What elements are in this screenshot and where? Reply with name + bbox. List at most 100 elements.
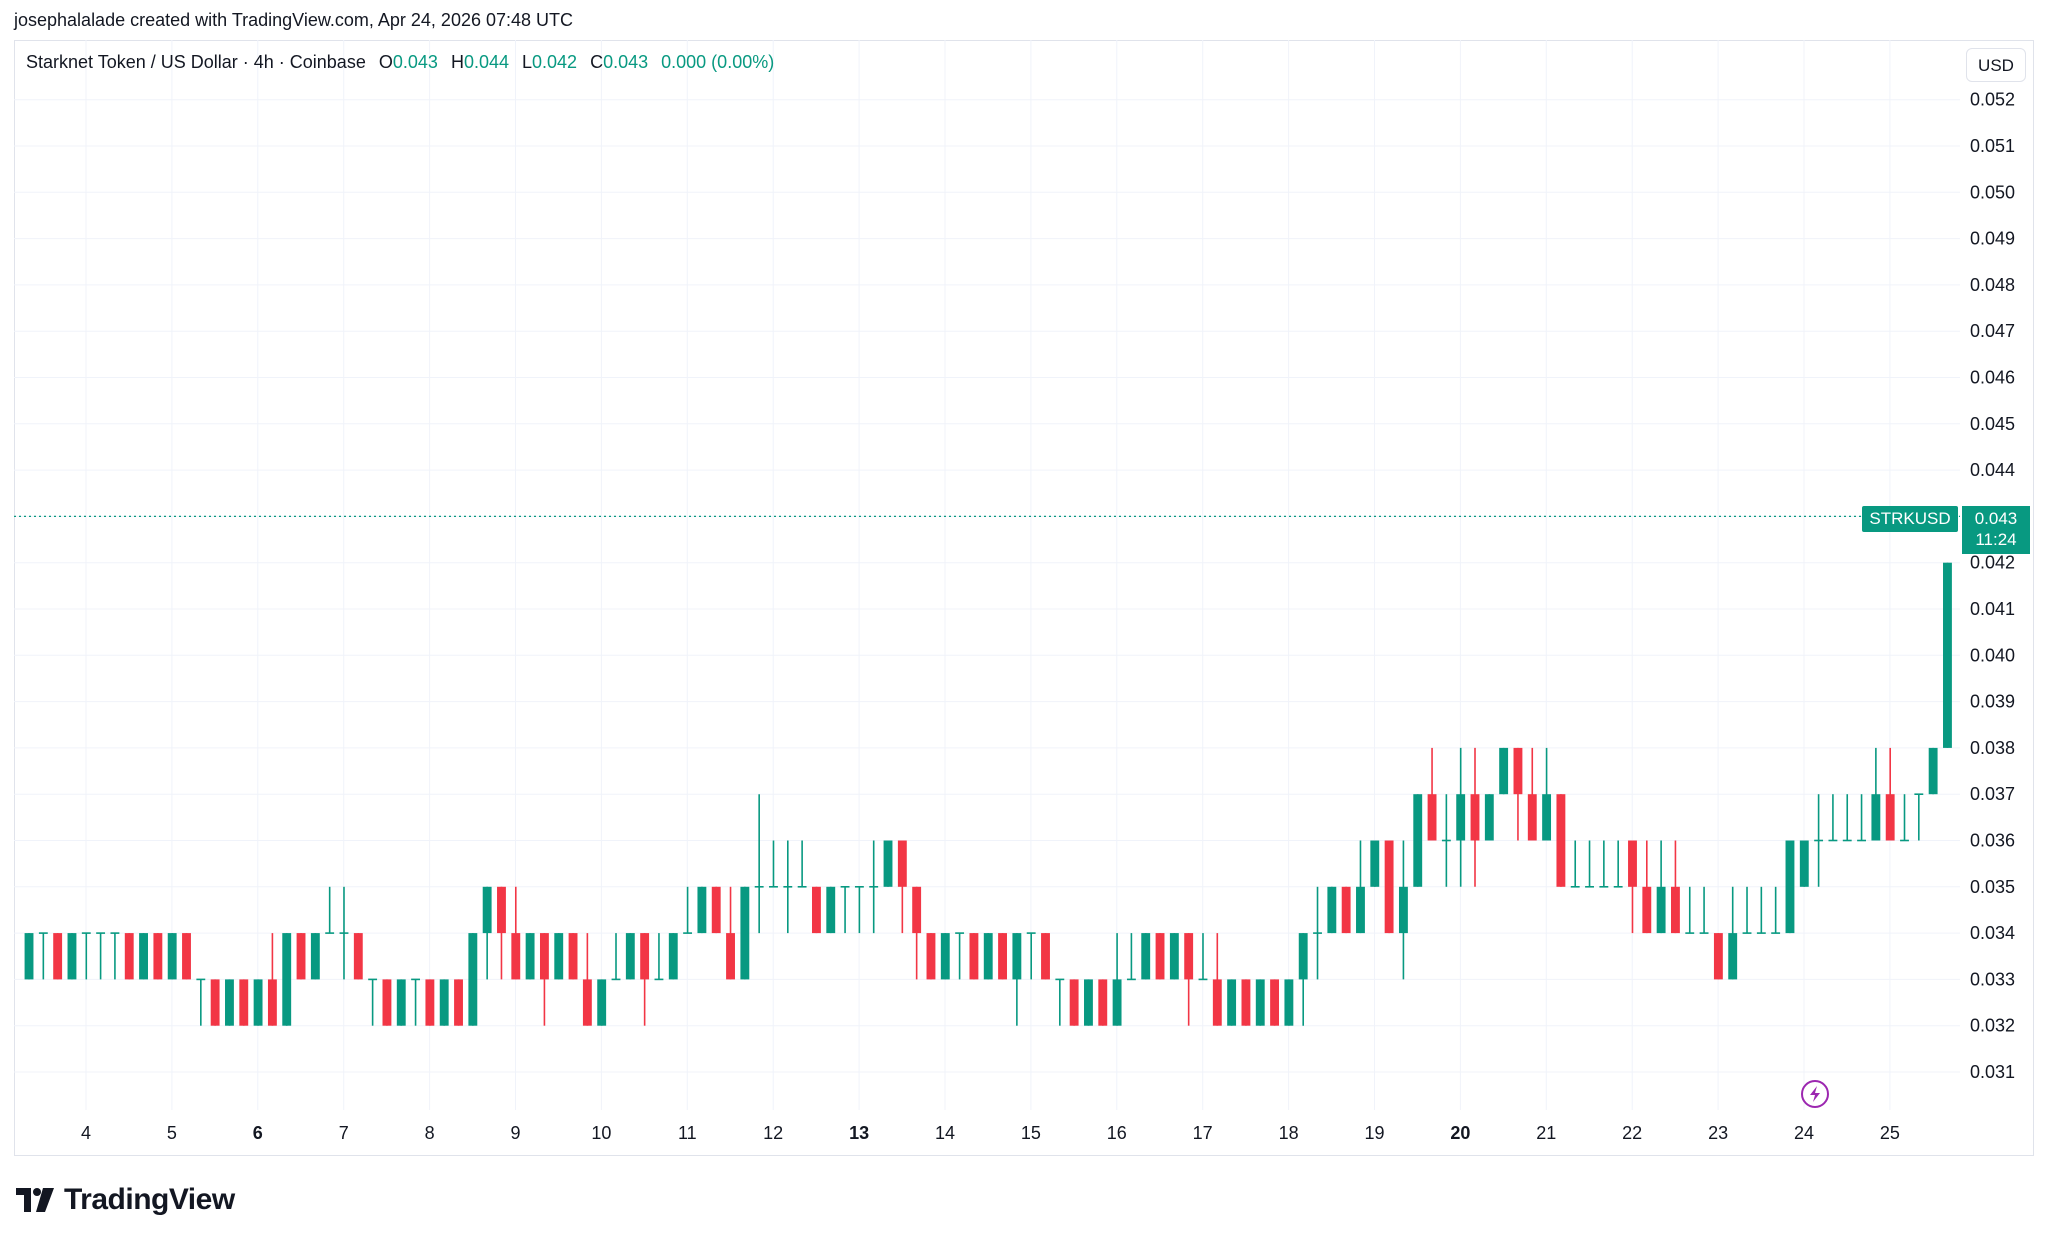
candle-body <box>940 933 950 980</box>
y-tick-label: 0.035 <box>1970 877 2015 897</box>
x-axis: 4 5 6 7 8 9 10 11 12 13 14 15 16 17 18 19 20 21 22 23 24 25 <box>81 1123 1900 1143</box>
candle-body <box>969 933 979 980</box>
candle-body <box>740 886 750 980</box>
candle-body <box>24 933 34 980</box>
candle-body <box>67 933 77 980</box>
candle-body <box>1943 562 1952 748</box>
candle-body <box>554 933 564 980</box>
candle-body <box>1141 933 1151 980</box>
x-tick-label: 21 <box>1536 1123 1556 1143</box>
candle-body <box>310 933 320 980</box>
candle-body <box>1556 794 1566 887</box>
candle-body <box>1413 794 1423 887</box>
candle-body <box>697 886 707 934</box>
candle-body <box>1241 979 1251 1026</box>
candle-body <box>1227 979 1237 1026</box>
y-tick-label: 0.031 <box>1970 1062 2015 1082</box>
candle-body <box>826 886 836 934</box>
candle-body <box>883 840 893 887</box>
legend-symbol[interactable]: Starknet Token / US Dollar · 4h · Coinba… <box>26 52 366 72</box>
y-tick-label: 0.042 <box>1970 553 2015 573</box>
legend-change-value: 0.000 (0.00%) <box>661 52 775 72</box>
candle-body <box>1456 794 1466 841</box>
candle-body <box>139 933 148 980</box>
x-tick-label: 16 <box>1107 1123 1127 1143</box>
candle-body <box>1169 933 1179 980</box>
y-tick-label: 0.051 <box>1970 136 2015 156</box>
x-tick-label: 10 <box>591 1123 611 1143</box>
candle-body <box>1155 933 1165 980</box>
y-tick-label: 0.048 <box>1970 275 2015 295</box>
candle-body <box>1384 840 1394 934</box>
candle-body <box>726 933 735 980</box>
candle-body <box>225 979 234 1026</box>
candle-body <box>468 933 478 1026</box>
y-tick-label: 0.038 <box>1970 738 2015 758</box>
candle-body <box>1341 886 1351 934</box>
y-tick-label: 0.040 <box>1970 645 2015 665</box>
legend-close-value: 0.043 <box>603 52 649 72</box>
x-tick-label: 11 <box>678 1123 697 1143</box>
x-tick-label: 19 <box>1364 1123 1384 1143</box>
candle-body <box>124 933 134 980</box>
candle-body <box>182 933 191 980</box>
legend-low-value: 0.042 <box>532 52 578 72</box>
candle-body <box>1398 886 1408 934</box>
candle-body <box>497 886 506 934</box>
y-tick-label: 0.039 <box>1970 692 2015 712</box>
candle-body <box>1112 979 1122 1026</box>
candle-body <box>210 979 220 1026</box>
chart-panel[interactable] <box>14 40 2034 1156</box>
candle-body <box>597 979 607 1026</box>
x-tick-label: 8 <box>425 1123 435 1143</box>
candle-body <box>239 979 249 1026</box>
candle-body <box>1356 886 1365 934</box>
y-tick-label: 0.033 <box>1970 969 2015 989</box>
y-tick-label: 0.044 <box>1970 460 2015 480</box>
candle-body <box>282 933 292 1026</box>
chart-credit: josephalalade created with TradingView.c… <box>14 10 574 30</box>
x-tick-label: 12 <box>763 1123 783 1143</box>
candle-body <box>1499 747 1509 795</box>
x-tick-label: 13 <box>849 1123 869 1143</box>
candle-body <box>1255 979 1265 1026</box>
legend-high-value: 0.044 <box>463 52 509 72</box>
x-tick-label: 17 <box>1193 1123 1213 1143</box>
candle-body <box>1041 933 1050 980</box>
legend-low-label: L <box>522 52 533 72</box>
y-tick-label: 0.052 <box>1970 90 2015 110</box>
candle-body <box>912 886 922 934</box>
candle-body <box>1427 794 1437 841</box>
candle-body <box>1484 794 1494 841</box>
candle-body <box>382 979 392 1026</box>
candle-body <box>439 979 449 1026</box>
candle-body <box>1012 933 1022 980</box>
candle-body <box>353 933 363 980</box>
candle-body <box>482 886 492 934</box>
x-tick-label: 5 <box>167 1123 177 1143</box>
candle-body <box>568 933 578 980</box>
tradingview-logo[interactable]: TradingView <box>16 1182 235 1218</box>
currency-button[interactable]: USD <box>1966 48 2026 82</box>
legend-high-label: H <box>450 52 464 72</box>
x-tick-label: 20 <box>1450 1123 1470 1143</box>
grid-lines <box>14 40 1960 1110</box>
y-tick-label: 0.037 <box>1970 784 2015 804</box>
candle-body <box>1327 886 1337 934</box>
candle-body <box>998 933 1007 980</box>
candle-body <box>253 979 263 1026</box>
candle-body <box>511 933 521 980</box>
candle-body <box>167 933 177 980</box>
candle-body <box>1871 794 1881 841</box>
candle-body <box>1713 933 1723 980</box>
candle-body <box>625 933 635 980</box>
candle-body <box>267 979 277 1026</box>
x-tick-label: 7 <box>339 1123 349 1143</box>
candle-body <box>1642 886 1652 934</box>
y-tick-label: 0.047 <box>1970 321 2015 341</box>
candle-body <box>1885 794 1895 841</box>
x-tick-label: 22 <box>1622 1123 1642 1143</box>
candle-body <box>1928 747 1938 795</box>
y-tick-label: 0.036 <box>1970 831 2015 851</box>
